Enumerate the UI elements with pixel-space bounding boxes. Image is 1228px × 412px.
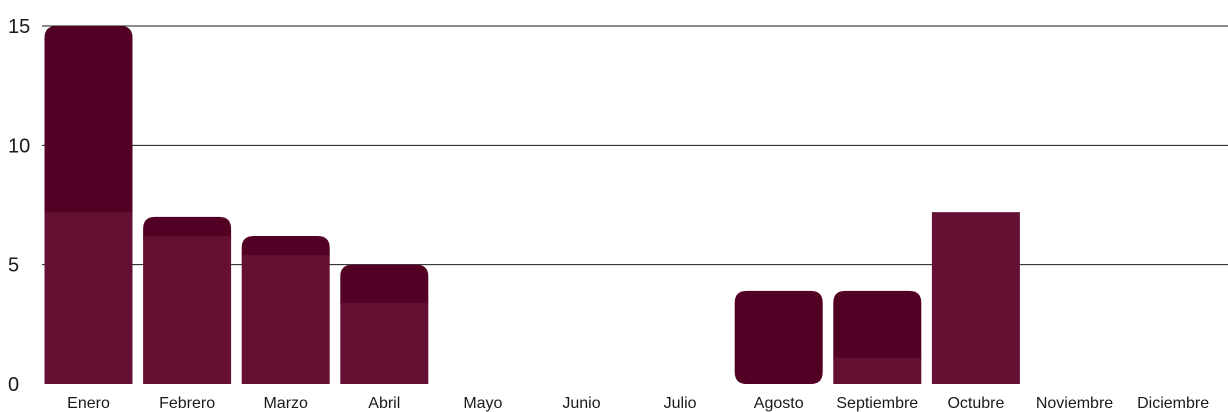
x-axis-labels: Enero Febrero Marzo Abril Mayo Junio Julio Agos… — [67, 395, 1209, 412]
bar-agosto-top-segment — [734, 290, 823, 384]
bar-abril-bottom-segment — [340, 302, 429, 384]
y-tick-label: 5 — [8, 255, 19, 277]
x-tick-label-mayo: Mayo — [463, 395, 502, 412]
bar-enero-bottom-segment — [44, 212, 133, 384]
x-tick-label-noviembre: Noviembre — [1036, 395, 1113, 412]
bar-septiembre-top-segment — [833, 290, 922, 360]
x-tick-label-abril: Abril — [368, 395, 400, 412]
bar-febrero-bottom-segment — [143, 236, 232, 384]
x-tick-label-junio: Junio — [562, 395, 600, 412]
bar-marzo-bottom-segment — [241, 255, 330, 384]
x-tick-label-agosto: Agosto — [754, 395, 804, 412]
x-tick-label-enero: Enero — [67, 395, 110, 412]
x-tick-label-julio: Julio — [664, 395, 697, 412]
x-tick-label-febrero: Febrero — [159, 395, 215, 412]
bar-enero-top-segment — [44, 26, 133, 215]
bar-febrero-top-segment — [143, 216, 232, 239]
bar-septiembre-bottom-segment — [833, 357, 922, 384]
x-tick-label-diciembre: Diciembre — [1137, 395, 1209, 412]
bars — [44, 26, 1020, 384]
y-axis-ticks: 0 5 10 15 — [8, 16, 30, 396]
y-tick-label: 10 — [8, 135, 30, 157]
x-tick-label-octubre: Octubre — [947, 395, 1004, 412]
grid-lines — [42, 25, 1228, 266]
x-tick-label-septiembre: Septiembre — [836, 395, 918, 412]
y-tick-label: 15 — [8, 16, 30, 38]
x-tick-label-marzo: Marzo — [263, 395, 308, 412]
bar-octubre-bottom-segment — [931, 212, 1020, 384]
bar-marzo-top-segment — [241, 236, 330, 258]
y-tick-label: 0 — [8, 374, 19, 396]
bar-abril-top-segment — [340, 264, 429, 305]
